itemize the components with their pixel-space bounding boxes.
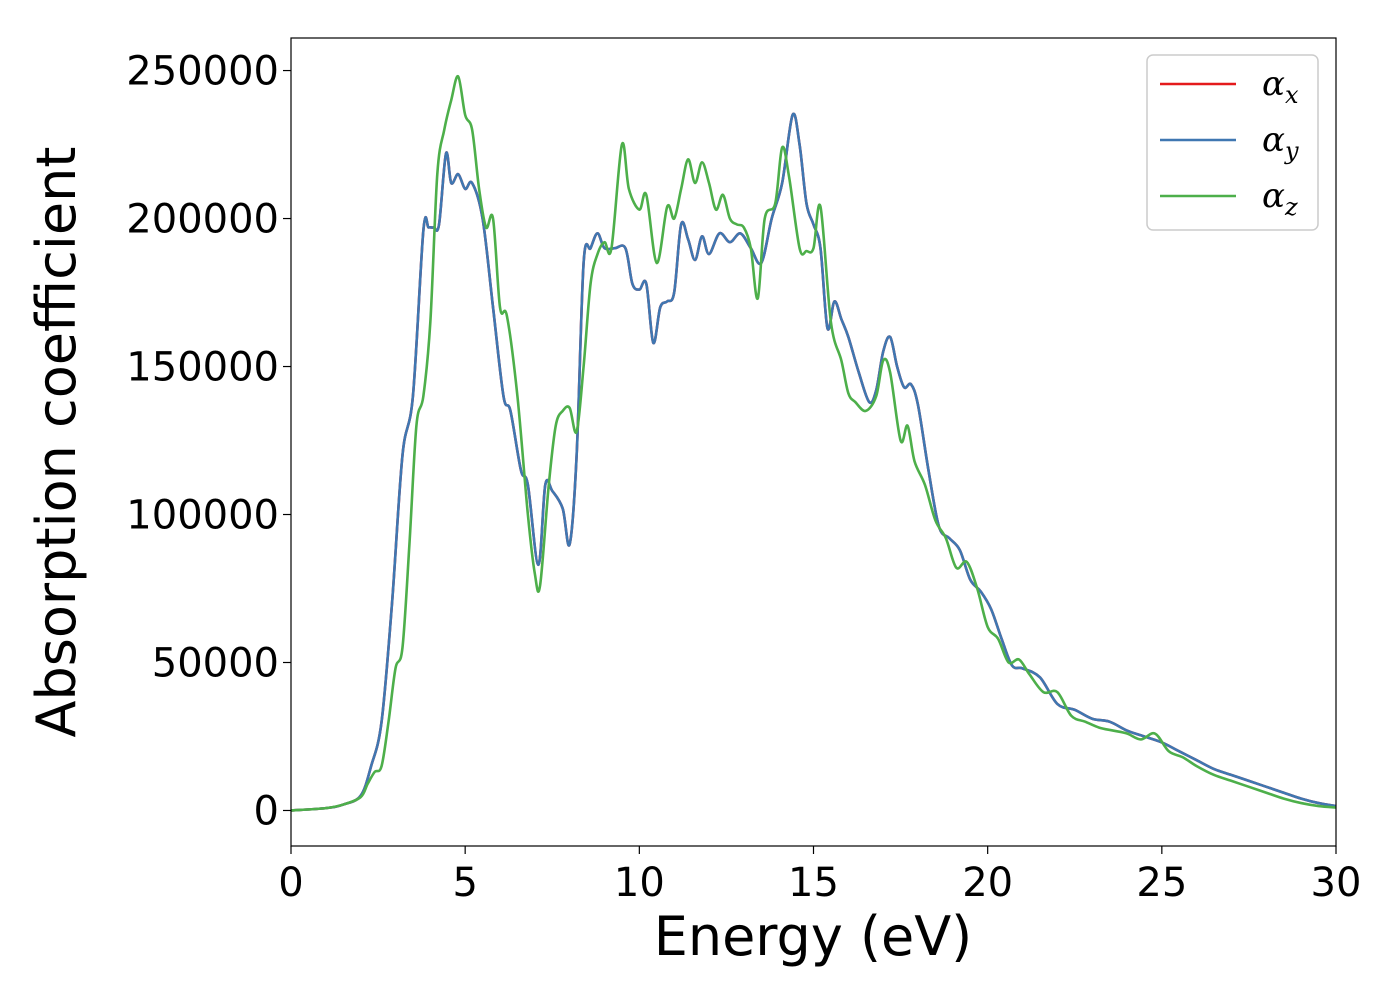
y-axis: 0 50000 100000 150000 200000 250000 <box>126 49 291 834</box>
y-tick-label: 200000 <box>126 197 279 243</box>
x-axis-title: Energy (eV) <box>654 905 973 968</box>
legend-label-alpha-y: αy <box>1262 120 1299 165</box>
x-tick-label: 15 <box>788 860 839 906</box>
plot-lines <box>290 75 1337 812</box>
y-tick-label: 100000 <box>126 493 279 539</box>
series-line-alpha-y <box>290 112 1337 812</box>
y-tick-label: 150000 <box>126 345 279 391</box>
x-axis: 0 5 10 15 20 25 30 <box>278 846 1361 906</box>
y-tick-label: 0 <box>254 788 279 834</box>
legend: αx αy αz <box>1146 54 1319 231</box>
x-tick-label: 30 <box>1311 860 1362 906</box>
x-tick-label: 0 <box>278 860 303 906</box>
legend-label-alpha-z: αz <box>1262 176 1298 221</box>
y-tick-label: 50000 <box>152 640 279 686</box>
legend-box <box>1146 54 1319 231</box>
y-tick-label: 250000 <box>126 49 279 95</box>
x-tick-label: 25 <box>1136 860 1187 906</box>
y-axis-title: Absorption coefficient <box>25 147 88 738</box>
series-line-alpha-z <box>290 75 1337 812</box>
x-tick-label: 20 <box>962 860 1013 906</box>
legend-label-alpha-x: αx <box>1262 64 1299 109</box>
x-tick-label: 5 <box>452 860 477 906</box>
x-tick-label: 10 <box>614 860 665 906</box>
